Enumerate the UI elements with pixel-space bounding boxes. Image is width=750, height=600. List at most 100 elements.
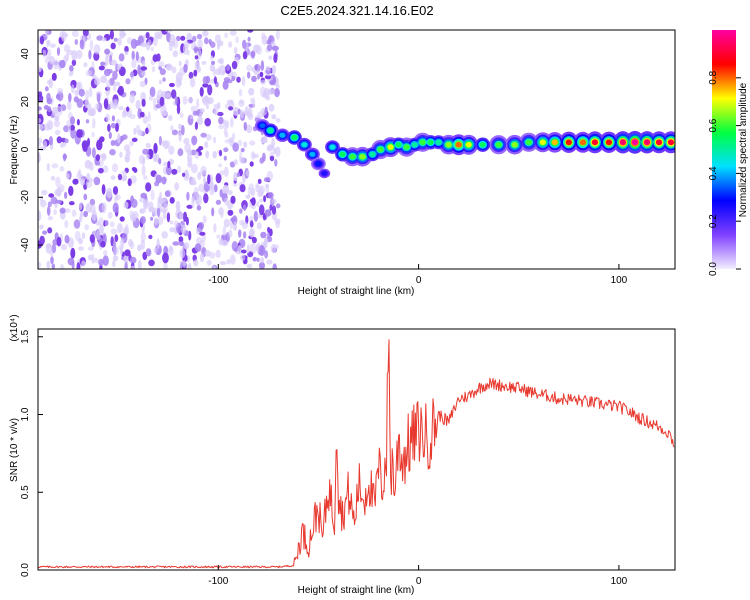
noise-blob <box>126 106 130 112</box>
noise-blob <box>229 30 237 36</box>
noise-blob <box>182 43 189 55</box>
noise-blob <box>139 197 146 203</box>
ridge-point <box>267 127 274 133</box>
ridge-point <box>667 139 675 146</box>
noise-blob <box>130 198 138 208</box>
noise-blob <box>85 179 93 188</box>
noise-blob <box>98 167 104 174</box>
noise-blob <box>234 46 238 55</box>
noise-blob <box>101 202 107 214</box>
noise-blob <box>137 129 143 136</box>
noise-blob <box>71 209 77 217</box>
noise-blob <box>247 186 251 197</box>
noise-blob <box>239 184 246 193</box>
noise-blob <box>237 139 243 147</box>
colorbar-tick-label: 0.0 <box>708 262 719 276</box>
noise-blob <box>230 217 236 222</box>
noise-blob <box>219 57 224 65</box>
noise-blob <box>150 46 154 52</box>
noise-blob <box>106 187 113 199</box>
noise-blob <box>276 83 280 90</box>
noise-blob <box>231 75 236 82</box>
noise-blob <box>156 207 161 218</box>
noise-blob <box>112 70 118 81</box>
noise-blob <box>271 45 279 51</box>
noise-blob <box>199 108 205 113</box>
colorbar-label: Normalized spectral amplitude <box>738 82 749 217</box>
noise-blob <box>269 80 276 86</box>
noise-blob <box>68 92 72 103</box>
noise-blob <box>275 220 280 229</box>
noise-blob <box>263 177 270 183</box>
noise-blob <box>189 114 194 120</box>
noise-blob <box>271 205 277 215</box>
noise-blob <box>53 209 57 216</box>
noise-blob <box>177 148 184 157</box>
noise-blob <box>264 250 269 259</box>
noise-blob <box>237 245 242 255</box>
noise-blob <box>199 86 204 97</box>
noise-blob <box>53 120 61 128</box>
noise-blob <box>233 247 238 252</box>
noise-blob <box>275 30 280 40</box>
noise-blob <box>230 117 234 128</box>
noise-blob <box>194 121 198 130</box>
noise-blob <box>246 244 251 254</box>
noise-blob <box>137 64 141 75</box>
noise-blob <box>217 42 220 50</box>
noise-blob <box>54 129 61 136</box>
noise-blob <box>85 70 93 77</box>
noise-blob <box>189 77 196 88</box>
ridge-point <box>643 139 651 146</box>
noise-blob <box>168 82 175 88</box>
noise-blob <box>158 158 162 165</box>
noise-blob <box>39 224 44 230</box>
noise-blob <box>251 197 256 206</box>
noise-blob <box>178 131 182 142</box>
noise-blob <box>271 65 277 75</box>
noise-blob <box>123 144 131 152</box>
noise-blob <box>238 100 245 107</box>
noise-blob <box>202 83 209 88</box>
noise-blob <box>171 89 177 99</box>
noise-blob <box>68 185 74 196</box>
noise-blob <box>114 234 119 242</box>
noise-blob <box>137 259 142 269</box>
noise-blob <box>252 153 259 158</box>
noise-blob <box>275 118 281 123</box>
noise-blob <box>152 97 157 107</box>
ridge-point <box>359 154 366 160</box>
top-x-axis-label: Height of straight line (km) <box>298 286 415 297</box>
noise-blob <box>150 216 154 221</box>
noise-blob <box>235 36 239 44</box>
noise-blob <box>233 221 237 230</box>
noise-blob <box>259 261 265 269</box>
noise-blob <box>250 97 254 104</box>
noise-blob <box>124 45 129 53</box>
noise-blob <box>229 161 236 168</box>
noise-blob <box>101 37 107 42</box>
noise-blob <box>55 199 63 204</box>
noise-blob <box>271 199 277 204</box>
noise-blob <box>177 165 182 173</box>
noise-blob <box>116 64 122 71</box>
noise-blob <box>125 150 131 157</box>
noise-blob <box>159 191 163 203</box>
noise-blob <box>39 235 45 246</box>
ridge-point <box>427 139 434 145</box>
noise-blob <box>198 183 205 193</box>
noise-blob <box>218 149 223 157</box>
noise-blob <box>70 84 75 94</box>
noise-blob <box>161 231 168 239</box>
noise-blob <box>81 232 86 240</box>
ridge-point <box>377 146 384 153</box>
ridge-point <box>511 142 518 148</box>
noise-blob <box>274 88 280 98</box>
noise-blob <box>224 132 229 138</box>
noise-blob <box>142 60 146 67</box>
y-tick-label: 0.5 <box>20 485 31 499</box>
noise-blob <box>169 227 176 233</box>
noise-blob <box>180 35 186 41</box>
noise-blob <box>83 62 88 68</box>
noise-blob <box>71 50 78 61</box>
